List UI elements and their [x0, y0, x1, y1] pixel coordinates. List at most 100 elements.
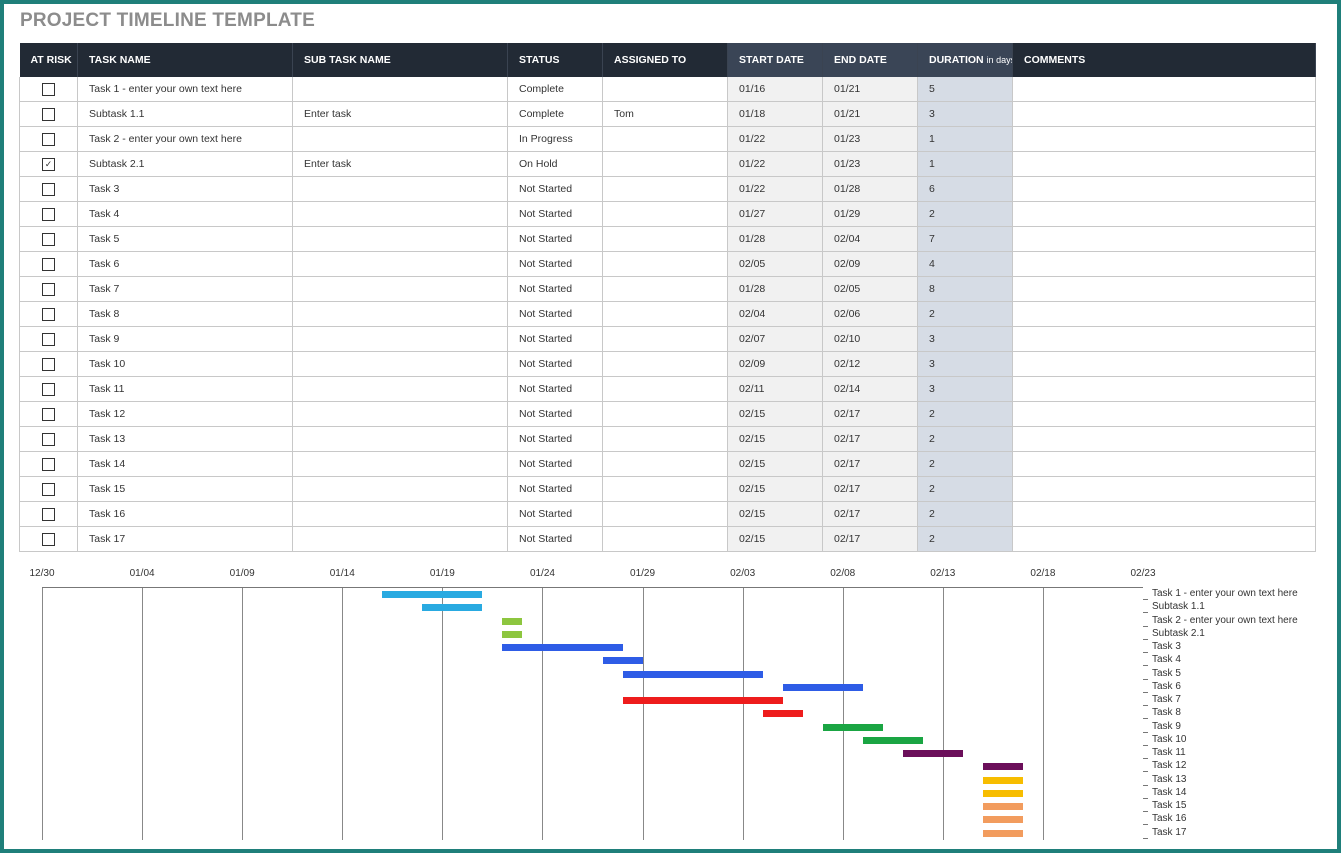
at-risk-checkbox[interactable]	[42, 107, 55, 121]
comments-cell[interactable]	[1012, 451, 1316, 477]
end-date-cell[interactable]: 02/17	[822, 501, 918, 527]
status-cell[interactable]: Not Started	[507, 476, 603, 502]
start-date-cell[interactable]: 01/22	[727, 176, 823, 202]
end-date-cell[interactable]: 01/28	[822, 176, 918, 202]
sub-task-name-cell[interactable]	[292, 401, 508, 427]
end-date-cell[interactable]: 02/17	[822, 451, 918, 477]
status-cell[interactable]: Not Started	[507, 401, 603, 427]
duration-cell[interactable]: 1	[917, 151, 1013, 177]
sub-task-name-cell[interactable]	[292, 351, 508, 377]
duration-cell[interactable]: 2	[917, 501, 1013, 527]
start-date-cell[interactable]: 01/16	[727, 77, 823, 102]
task-name-cell[interactable]: Task 14	[77, 451, 293, 477]
duration-cell[interactable]: 2	[917, 426, 1013, 452]
end-date-cell[interactable]: 02/09	[822, 251, 918, 277]
task-name-cell[interactable]: Task 7	[77, 276, 293, 302]
sub-task-name-cell[interactable]	[292, 77, 508, 102]
start-date-cell[interactable]: 01/28	[727, 226, 823, 252]
status-cell[interactable]: On Hold	[507, 151, 603, 177]
at-risk-checkbox[interactable]	[42, 532, 55, 546]
end-date-cell[interactable]: 02/10	[822, 326, 918, 352]
comments-cell[interactable]	[1012, 301, 1316, 327]
sub-task-name-cell[interactable]: Enter task	[292, 101, 508, 127]
end-date-cell[interactable]: 01/23	[822, 151, 918, 177]
at-risk-checkbox[interactable]	[42, 357, 55, 371]
sub-task-name-cell[interactable]	[292, 126, 508, 152]
duration-cell[interactable]: 8	[917, 276, 1013, 302]
status-cell[interactable]: Not Started	[507, 351, 603, 377]
comments-cell[interactable]	[1012, 201, 1316, 227]
task-name-cell[interactable]: Subtask 2.1	[77, 151, 293, 177]
at-risk-checkbox[interactable]: ✓	[42, 157, 55, 171]
assigned-to-cell[interactable]	[602, 526, 728, 552]
at-risk-checkbox[interactable]	[42, 282, 55, 296]
at-risk-checkbox[interactable]	[42, 182, 55, 196]
comments-cell[interactable]	[1012, 426, 1316, 452]
status-cell[interactable]: Not Started	[507, 501, 603, 527]
start-date-cell[interactable]: 01/27	[727, 201, 823, 227]
sub-task-name-cell[interactable]	[292, 201, 508, 227]
start-date-cell[interactable]: 02/15	[727, 476, 823, 502]
end-date-cell[interactable]: 02/14	[822, 376, 918, 402]
start-date-cell[interactable]: 02/15	[727, 501, 823, 527]
duration-cell[interactable]: 3	[917, 351, 1013, 377]
assigned-to-cell[interactable]	[602, 151, 728, 177]
task-name-cell[interactable]: Task 5	[77, 226, 293, 252]
sub-task-name-cell[interactable]	[292, 476, 508, 502]
assigned-to-cell[interactable]	[602, 351, 728, 377]
status-cell[interactable]: Complete	[507, 101, 603, 127]
comments-cell[interactable]	[1012, 501, 1316, 527]
at-risk-checkbox[interactable]	[42, 482, 55, 496]
assigned-to-cell[interactable]	[602, 176, 728, 202]
sub-task-name-cell[interactable]	[292, 501, 508, 527]
start-date-cell[interactable]: 02/11	[727, 376, 823, 402]
status-cell[interactable]: Not Started	[507, 251, 603, 277]
status-cell[interactable]: Complete	[507, 77, 603, 102]
task-name-cell[interactable]: Task 10	[77, 351, 293, 377]
start-date-cell[interactable]: 02/15	[727, 526, 823, 552]
start-date-cell[interactable]: 02/15	[727, 451, 823, 477]
at-risk-checkbox[interactable]	[42, 307, 55, 321]
at-risk-checkbox[interactable]	[42, 382, 55, 396]
sub-task-name-cell[interactable]	[292, 176, 508, 202]
start-date-cell[interactable]: 02/04	[727, 301, 823, 327]
duration-cell[interactable]: 1	[917, 126, 1013, 152]
status-cell[interactable]: Not Started	[507, 201, 603, 227]
start-date-cell[interactable]: 02/15	[727, 426, 823, 452]
task-name-cell[interactable]: Task 3	[77, 176, 293, 202]
status-cell[interactable]: Not Started	[507, 301, 603, 327]
sub-task-name-cell[interactable]	[292, 251, 508, 277]
start-date-cell[interactable]: 01/28	[727, 276, 823, 302]
assigned-to-cell[interactable]	[602, 126, 728, 152]
end-date-cell[interactable]: 02/17	[822, 426, 918, 452]
task-name-cell[interactable]: Task 9	[77, 326, 293, 352]
at-risk-checkbox[interactable]	[42, 432, 55, 446]
at-risk-checkbox[interactable]	[42, 132, 55, 146]
at-risk-checkbox[interactable]	[42, 332, 55, 346]
at-risk-checkbox[interactable]	[42, 207, 55, 221]
task-name-cell[interactable]: Task 6	[77, 251, 293, 277]
status-cell[interactable]: Not Started	[507, 326, 603, 352]
at-risk-checkbox[interactable]	[42, 82, 55, 96]
assigned-to-cell[interactable]	[602, 251, 728, 277]
end-date-cell[interactable]: 01/21	[822, 77, 918, 102]
task-name-cell[interactable]: Subtask 1.1	[77, 101, 293, 127]
comments-cell[interactable]	[1012, 77, 1316, 102]
comments-cell[interactable]	[1012, 326, 1316, 352]
duration-cell[interactable]: 2	[917, 201, 1013, 227]
sub-task-name-cell[interactable]	[292, 526, 508, 552]
assigned-to-cell[interactable]	[602, 201, 728, 227]
comments-cell[interactable]	[1012, 476, 1316, 502]
assigned-to-cell[interactable]	[602, 326, 728, 352]
start-date-cell[interactable]: 02/15	[727, 401, 823, 427]
comments-cell[interactable]	[1012, 376, 1316, 402]
duration-cell[interactable]: 2	[917, 476, 1013, 502]
sub-task-name-cell[interactable]: Enter task	[292, 151, 508, 177]
start-date-cell[interactable]: 02/05	[727, 251, 823, 277]
task-name-cell[interactable]: Task 1 - enter your own text here	[77, 77, 293, 102]
assigned-to-cell[interactable]	[602, 226, 728, 252]
sub-task-name-cell[interactable]	[292, 226, 508, 252]
status-cell[interactable]: Not Started	[507, 276, 603, 302]
status-cell[interactable]: Not Started	[507, 426, 603, 452]
assigned-to-cell[interactable]	[602, 426, 728, 452]
